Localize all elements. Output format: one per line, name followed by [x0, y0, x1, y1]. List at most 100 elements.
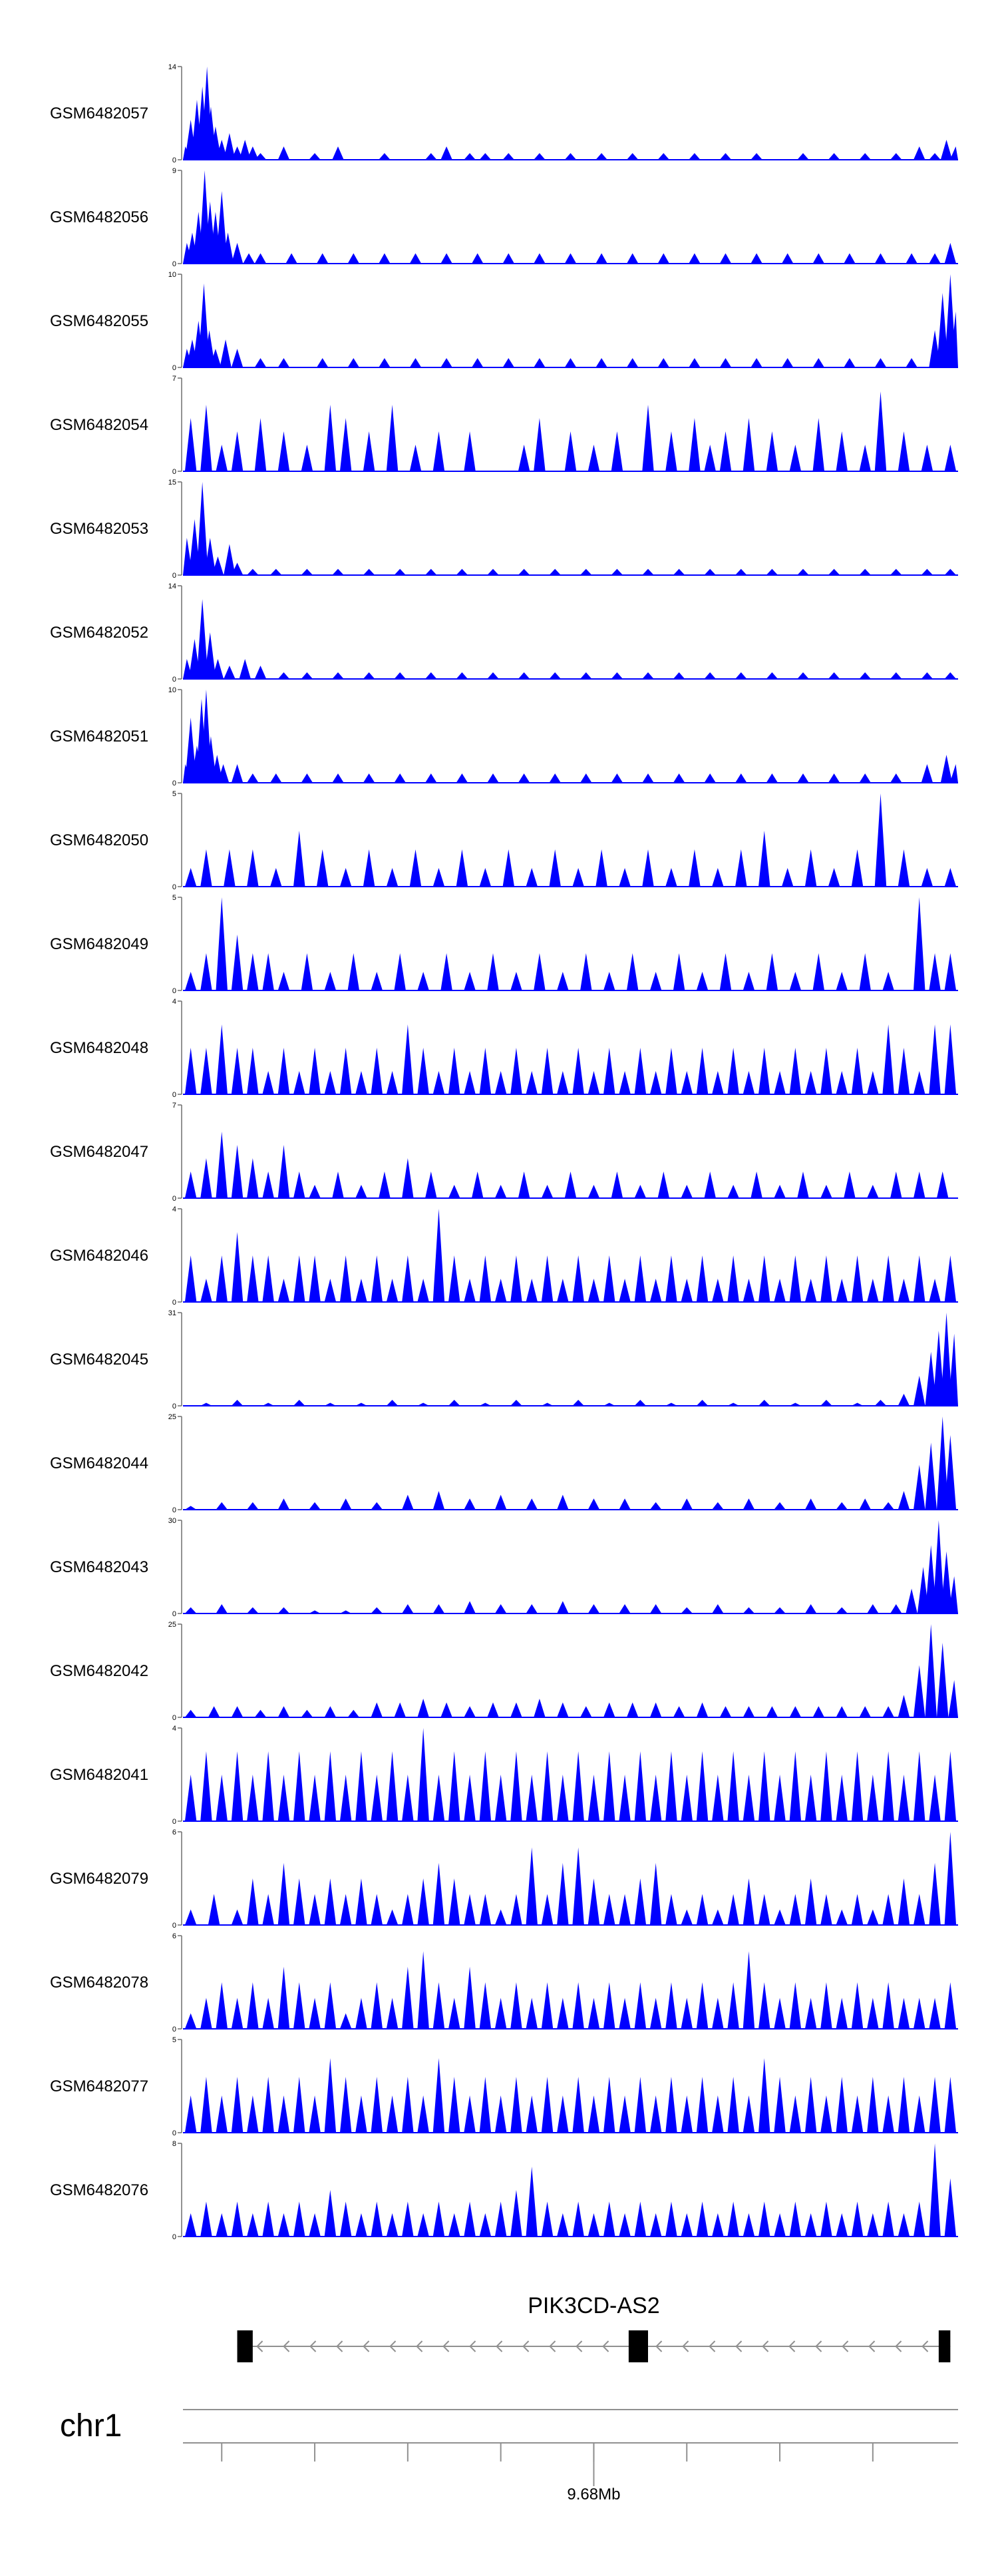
strand-arrow [762, 2340, 769, 2352]
gene-exon [237, 2330, 253, 2362]
coverage-peak [766, 568, 778, 575]
coverage-peak [324, 1071, 337, 1094]
coverage-peak [944, 953, 957, 990]
coverage-peak [355, 1185, 367, 1198]
coverage-peak [324, 1402, 337, 1406]
coverage-peak [774, 2077, 786, 2133]
coverage-peak [743, 1071, 755, 1094]
coverage-peak [619, 1071, 631, 1094]
coverage-peak [216, 1255, 228, 1302]
coverage-peak [231, 2077, 244, 2133]
coverage-peak [309, 2095, 321, 2133]
coverage-peak [239, 659, 251, 679]
coverage-peak [603, 2201, 615, 2237]
coverage-peak [518, 773, 530, 783]
y-max-label: 31 [168, 1309, 176, 1317]
strand-arrow [842, 2340, 849, 2352]
coverage-peak [479, 868, 492, 887]
coverage-peak [929, 1775, 941, 1821]
coverage-peak [859, 672, 871, 679]
coverage-peak [898, 2077, 910, 2133]
coverage-peak [812, 1706, 825, 1717]
coverage-peak [580, 672, 592, 679]
coverage-peak [743, 2213, 755, 2237]
coverage-peak [820, 1751, 832, 1821]
gene-model [237, 2330, 951, 2362]
coverage-peak [572, 1255, 584, 1302]
coverage-peak [804, 1998, 817, 2029]
coverage-peak [557, 1862, 569, 1925]
coverage-peak [797, 773, 809, 783]
coverage-peak [587, 1775, 600, 1821]
coverage-peak [804, 2077, 817, 2133]
coverage-peak [262, 1894, 274, 1925]
strand-arrow [921, 2340, 929, 2352]
coverage-peak [494, 1494, 507, 1510]
coverage-peak [727, 1402, 739, 1406]
coverage-peak [925, 1351, 937, 1406]
coverage-peak [247, 1255, 259, 1302]
coverage-peak [293, 1982, 305, 2029]
coverage-peak [448, 1751, 460, 1821]
coverage-peak [464, 153, 476, 160]
coverage-peak [432, 2058, 445, 2133]
coverage-peak [882, 2095, 894, 2133]
track-GSM6482049: GSM6482049 5 0 [50, 894, 958, 995]
coverage-peak [510, 1894, 522, 1925]
coverage-peak [534, 1699, 546, 1717]
coverage-peak [464, 1279, 476, 1302]
coverage-peak [859, 568, 871, 575]
coverage-peak [681, 2095, 693, 2133]
coverage-peak [212, 659, 224, 679]
coverage-peak [743, 1279, 755, 1302]
coverage-peak [526, 1279, 538, 1302]
coverage-peak [363, 773, 375, 783]
coverage-peak [758, 1894, 770, 1925]
coverage-peak [432, 1071, 445, 1094]
coverage-peak [634, 2077, 647, 2133]
coverage-peak [216, 1502, 228, 1510]
coverage-peak [867, 1279, 879, 1302]
coverage-peak [626, 953, 639, 990]
coverage-peak [231, 1909, 244, 1925]
coverage-peak [184, 1048, 197, 1094]
coverage-peak [804, 1279, 817, 1302]
y-max-label: 7 [172, 1102, 176, 1110]
coverage-peak [696, 2201, 709, 2237]
strand-arrow [655, 2340, 663, 2352]
coverage-peak [743, 1951, 755, 2029]
coverage-peak [940, 1313, 953, 1406]
coverage-peak [712, 1279, 724, 1302]
coverage-peak [479, 153, 492, 160]
coverage-peak [914, 1751, 925, 1821]
coverage-peak [665, 1402, 677, 1406]
y-min-label: 0 [172, 156, 176, 164]
coverage-peak [836, 972, 848, 990]
coverage-peak [487, 672, 499, 679]
y-min-label: 0 [172, 1195, 176, 1203]
coverage-peak [324, 405, 337, 471]
coverage-peak [743, 1775, 755, 1821]
track-label: GSM6482053 [50, 520, 148, 538]
coverage-peak [642, 849, 654, 887]
coverage-peak [587, 2213, 600, 2237]
coverage-peak [611, 568, 623, 575]
coverage-peak [665, 431, 677, 471]
coverage-peak [541, 1048, 554, 1094]
coverage-peak [619, 1604, 631, 1613]
coverage-peak [277, 358, 290, 367]
coverage-peak [231, 1706, 244, 1717]
coverage-peak [704, 773, 716, 783]
coverage-peak [277, 972, 290, 990]
coverage-peak [309, 1185, 321, 1198]
coverage-peak [216, 1775, 228, 1821]
coverage-peak [774, 1775, 786, 1821]
track-GSM6482052: GSM6482052 14 0 [50, 582, 958, 684]
coverage-peak [456, 672, 468, 679]
coverage-peak [363, 568, 375, 575]
track-label: GSM6482051 [50, 728, 148, 746]
coverage-peak [673, 568, 685, 575]
coverage-peak [812, 253, 825, 264]
coverage-peak [394, 568, 406, 575]
coverage-peak [216, 897, 228, 990]
